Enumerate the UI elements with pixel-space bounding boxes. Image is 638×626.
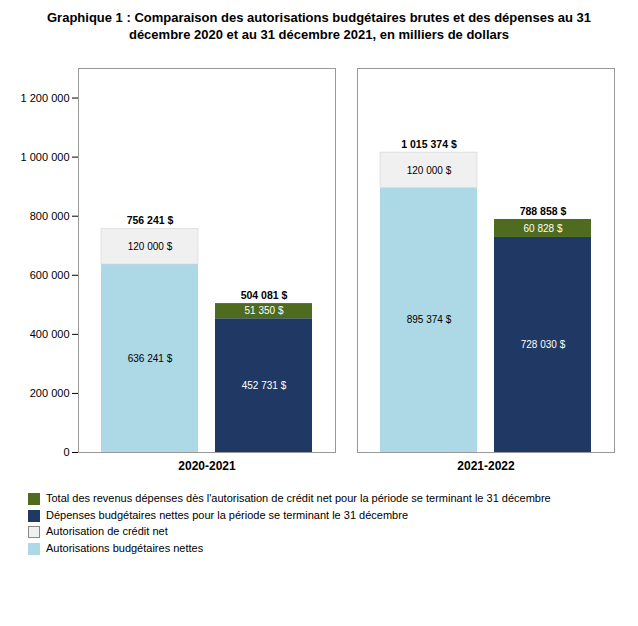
svg-text:60 828 $: 60 828 $ [524, 222, 563, 233]
svg-text:728 030 $: 728 030 $ [521, 339, 566, 350]
svg-text:0: 0 [63, 446, 69, 458]
html-text:Graphique 1 : Comparaison des: Graphique 1 : Comparaison des autorisati… [47, 10, 591, 42]
svg-text:200 000: 200 000 [30, 387, 70, 399]
svg-text:636 241 $: 636 241 $ [128, 353, 173, 364]
svg-text:800 000: 800 000 [30, 209, 70, 221]
svg-text:120 000 $: 120 000 $ [407, 164, 452, 175]
svg-text:1 000 000: 1 000 000 [21, 150, 70, 162]
svg-text:504 081 $: 504 081 $ [241, 289, 288, 301]
svg-text:2021-2022: 2021-2022 [457, 459, 515, 473]
html-text:Total des revenus dépenses dès: Total des revenus dépenses dès l'autoris… [46, 491, 551, 504]
svg-text:1 015 374 $: 1 015 374 $ [401, 138, 457, 150]
svg-text:51 350 $: 51 350 $ [245, 305, 284, 316]
svg-text:120 000 $: 120 000 $ [128, 241, 173, 252]
html-text:Autorisation de crédit net: Autorisation de crédit net [46, 525, 168, 538]
svg-text:400 000: 400 000 [30, 328, 70, 340]
svg-text:895 374 $: 895 374 $ [407, 314, 452, 325]
svg-text:600 000: 600 000 [30, 269, 70, 281]
html-text:Dépenses budgétaires nettes po: Dépenses budgétaires nettes pour la péri… [46, 508, 408, 521]
svg-text:788 858 $: 788 858 $ [520, 205, 567, 217]
html-text:Autorisations budgétaires nett: Autorisations budgétaires nettes [46, 542, 204, 554]
svg-text:2020-2021: 2020-2021 [178, 459, 236, 473]
svg-text:1 200 000: 1 200 000 [21, 91, 70, 103]
svg-text:756 241 $: 756 241 $ [127, 214, 174, 226]
svg-text:452 731 $: 452 731 $ [242, 380, 287, 391]
